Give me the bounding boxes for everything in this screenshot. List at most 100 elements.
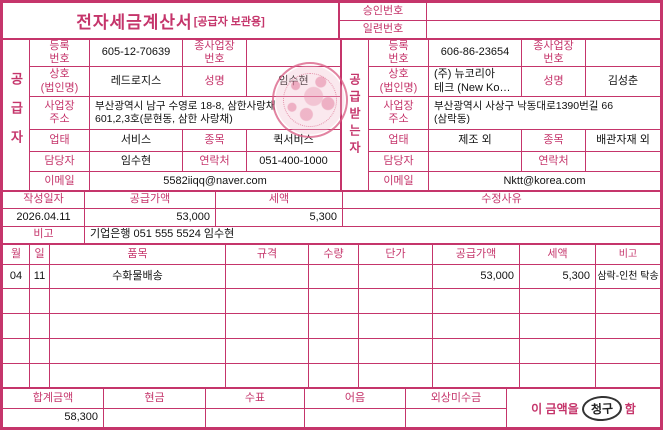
supplier-contact-label: 연락처 — [183, 152, 247, 171]
supplier-branch-label: 종사업장 번호 — [183, 40, 247, 66]
invoice-title-box: 전자세금계산서 [공급자 보관용] — [3, 3, 340, 38]
summary-value-row: 2026.04.11 53,000 5,300 — [3, 209, 660, 227]
credit-label: 외상미수금 — [430, 391, 482, 404]
item-name — [50, 289, 226, 313]
supplier-block: 공급자 등록 번호 605-12-70639 종사업장 번호 상호 (법인명) … — [3, 40, 340, 192]
promissory-note-value — [305, 409, 406, 427]
item-row: 04 11 수화물배송 53,000 5,300 삼락-인천 탁송 — [3, 265, 660, 289]
supplier-bizitem-label: 종목 — [183, 130, 247, 151]
recipient-side-label: 공급받는자 — [342, 40, 369, 190]
recipient-contact-value — [586, 152, 660, 171]
item-note: 삼락-인천 탁송 — [597, 270, 659, 282]
item-spec — [226, 339, 309, 363]
supplier-email-row: 이메일 5582iiqq@naver.com — [30, 172, 340, 192]
col-month-header: 월 — [3, 245, 30, 264]
item-row — [3, 364, 660, 389]
item-day — [30, 289, 50, 313]
summary-section: 작성일자 공급가액 세액 수정사유 2026.04.11 53,000 5,30… — [3, 190, 660, 243]
item-note — [596, 339, 660, 363]
recipient-registration-row: 등록 번호 606-86-23654 종사업장 번호 — [369, 40, 660, 67]
col-day-header: 일 — [30, 245, 50, 264]
recipient-block: 공급받는자 등록 번호 606-86-23654 종사업장 번호 상호 (법인명… — [340, 40, 660, 192]
totals-value-row: 58,300 — [3, 409, 506, 427]
items-table: 월 일 품목 규격 수량 단가 공급가액 세액 비고 04 11 수화물배송 5… — [3, 243, 660, 389]
recipient-reg-label: 등록 번호 — [369, 40, 429, 66]
supplier-company-row: 상호 (법인명) 레드로지스 성명 임수현 — [30, 67, 340, 97]
item-note — [596, 314, 660, 338]
supplier-contact-value: 051-400-1000 — [259, 154, 328, 167]
recipient-address-label: 사업장 주소 — [369, 97, 429, 129]
recipient-ceo-value: 김성춘 — [607, 74, 639, 87]
recipient-branch-label: 종사업장 번호 — [522, 40, 586, 66]
credit-value — [406, 409, 506, 427]
memo-value: 기업은행 051 555 5524 임수현 — [90, 228, 235, 241]
item-month — [3, 314, 30, 338]
promissory-note-label: 어음 — [305, 389, 406, 408]
item-spec — [226, 314, 309, 338]
supplier-ceo-value: 임수현 — [278, 74, 309, 87]
supplier-email-value: 5582iiqq@naver.com — [163, 175, 267, 188]
recipient-branch-value — [586, 40, 660, 66]
item-tax — [520, 339, 596, 363]
recipient-biztype-label: 업태 — [369, 130, 429, 151]
serial-number-value — [427, 21, 660, 38]
supply-amount-value: 53,000 — [85, 209, 216, 226]
recipient-contact-label: 연락처 — [522, 152, 586, 171]
recipient-email-value: Nktt@korea.com — [503, 175, 586, 188]
item-price — [359, 314, 433, 338]
item-month — [3, 339, 30, 363]
recipient-company-label: 상호 (법인명) — [369, 67, 429, 96]
item-supply — [433, 314, 520, 338]
tax-amount-label: 세액 — [216, 192, 343, 208]
recipient-email-label: 이메일 — [369, 172, 429, 192]
recipient-manager-value — [429, 152, 522, 171]
item-supply — [433, 339, 520, 363]
supplier-manager-row: 담당자 임수현 연락처 051-400-1000 — [30, 152, 340, 172]
item-qty — [309, 339, 359, 363]
recipient-email-row: 이메일 Nktt@korea.com — [369, 172, 660, 192]
write-date-value: 2026.04.11 — [3, 209, 85, 226]
supplier-company-label: 상호 (법인명) — [30, 67, 90, 96]
item-qty — [309, 314, 359, 338]
col-tax-header: 세액 — [520, 245, 596, 264]
supplier-ceo-label: 성명 — [183, 67, 247, 96]
totals-header-row: 합계금액 현금 수표 어음 외상미수금 — [3, 389, 506, 409]
claim-suffix: 함 — [624, 401, 636, 416]
item-qty — [309, 289, 359, 313]
item-row — [3, 289, 660, 314]
invoice-title: 전자세금계산서 — [76, 13, 193, 32]
col-qty-header: 수량 — [309, 245, 359, 264]
invoice-title-tag: [공급자 보관용] — [193, 15, 265, 28]
col-price-header: 단가 — [359, 245, 433, 264]
item-day — [30, 364, 50, 389]
serial-number-label: 일련번호 — [340, 21, 427, 38]
item-qty — [309, 265, 359, 288]
supplier-address-value: 부산광역시 남구 수영로 18-8, 삼한사랑채 601,2,3호(문현동, 삼… — [95, 99, 276, 125]
recipient-ceo-label: 성명 — [522, 67, 586, 96]
claim-circled-word: 청구 — [581, 394, 623, 422]
recipient-manager-row: 담당자 연락처 — [369, 152, 660, 172]
item-name — [50, 314, 226, 338]
item-supply — [433, 289, 520, 313]
item-price — [359, 289, 433, 313]
recipient-company-value: (주) 뉴코리아 테크 (New Ko… — [429, 67, 522, 96]
item-tax — [520, 314, 596, 338]
write-date-label: 작성일자 — [3, 192, 85, 208]
supplier-biztype-value: 서비스 — [90, 130, 183, 151]
supplier-biztype-label: 업태 — [30, 130, 90, 151]
item-day — [30, 339, 50, 363]
item-price — [359, 265, 433, 288]
supply-amount-label: 공급가액 — [85, 192, 216, 208]
recipient-company-row: 상호 (법인명) (주) 뉴코리아 테크 (New Ko… 성명 김성춘 — [369, 67, 660, 97]
item-price — [359, 339, 433, 363]
item-qty — [309, 364, 359, 389]
item-month: 04 — [3, 265, 30, 288]
item-month — [3, 289, 30, 313]
supplier-reg-label: 등록 번호 — [30, 40, 90, 66]
claim-prefix: 이 금액을 — [531, 401, 579, 416]
item-row — [3, 339, 660, 364]
revision-reason-value — [343, 209, 660, 226]
col-note-header: 비고 — [618, 248, 638, 260]
recipient-reg-value: 606-86-23654 — [429, 40, 522, 66]
